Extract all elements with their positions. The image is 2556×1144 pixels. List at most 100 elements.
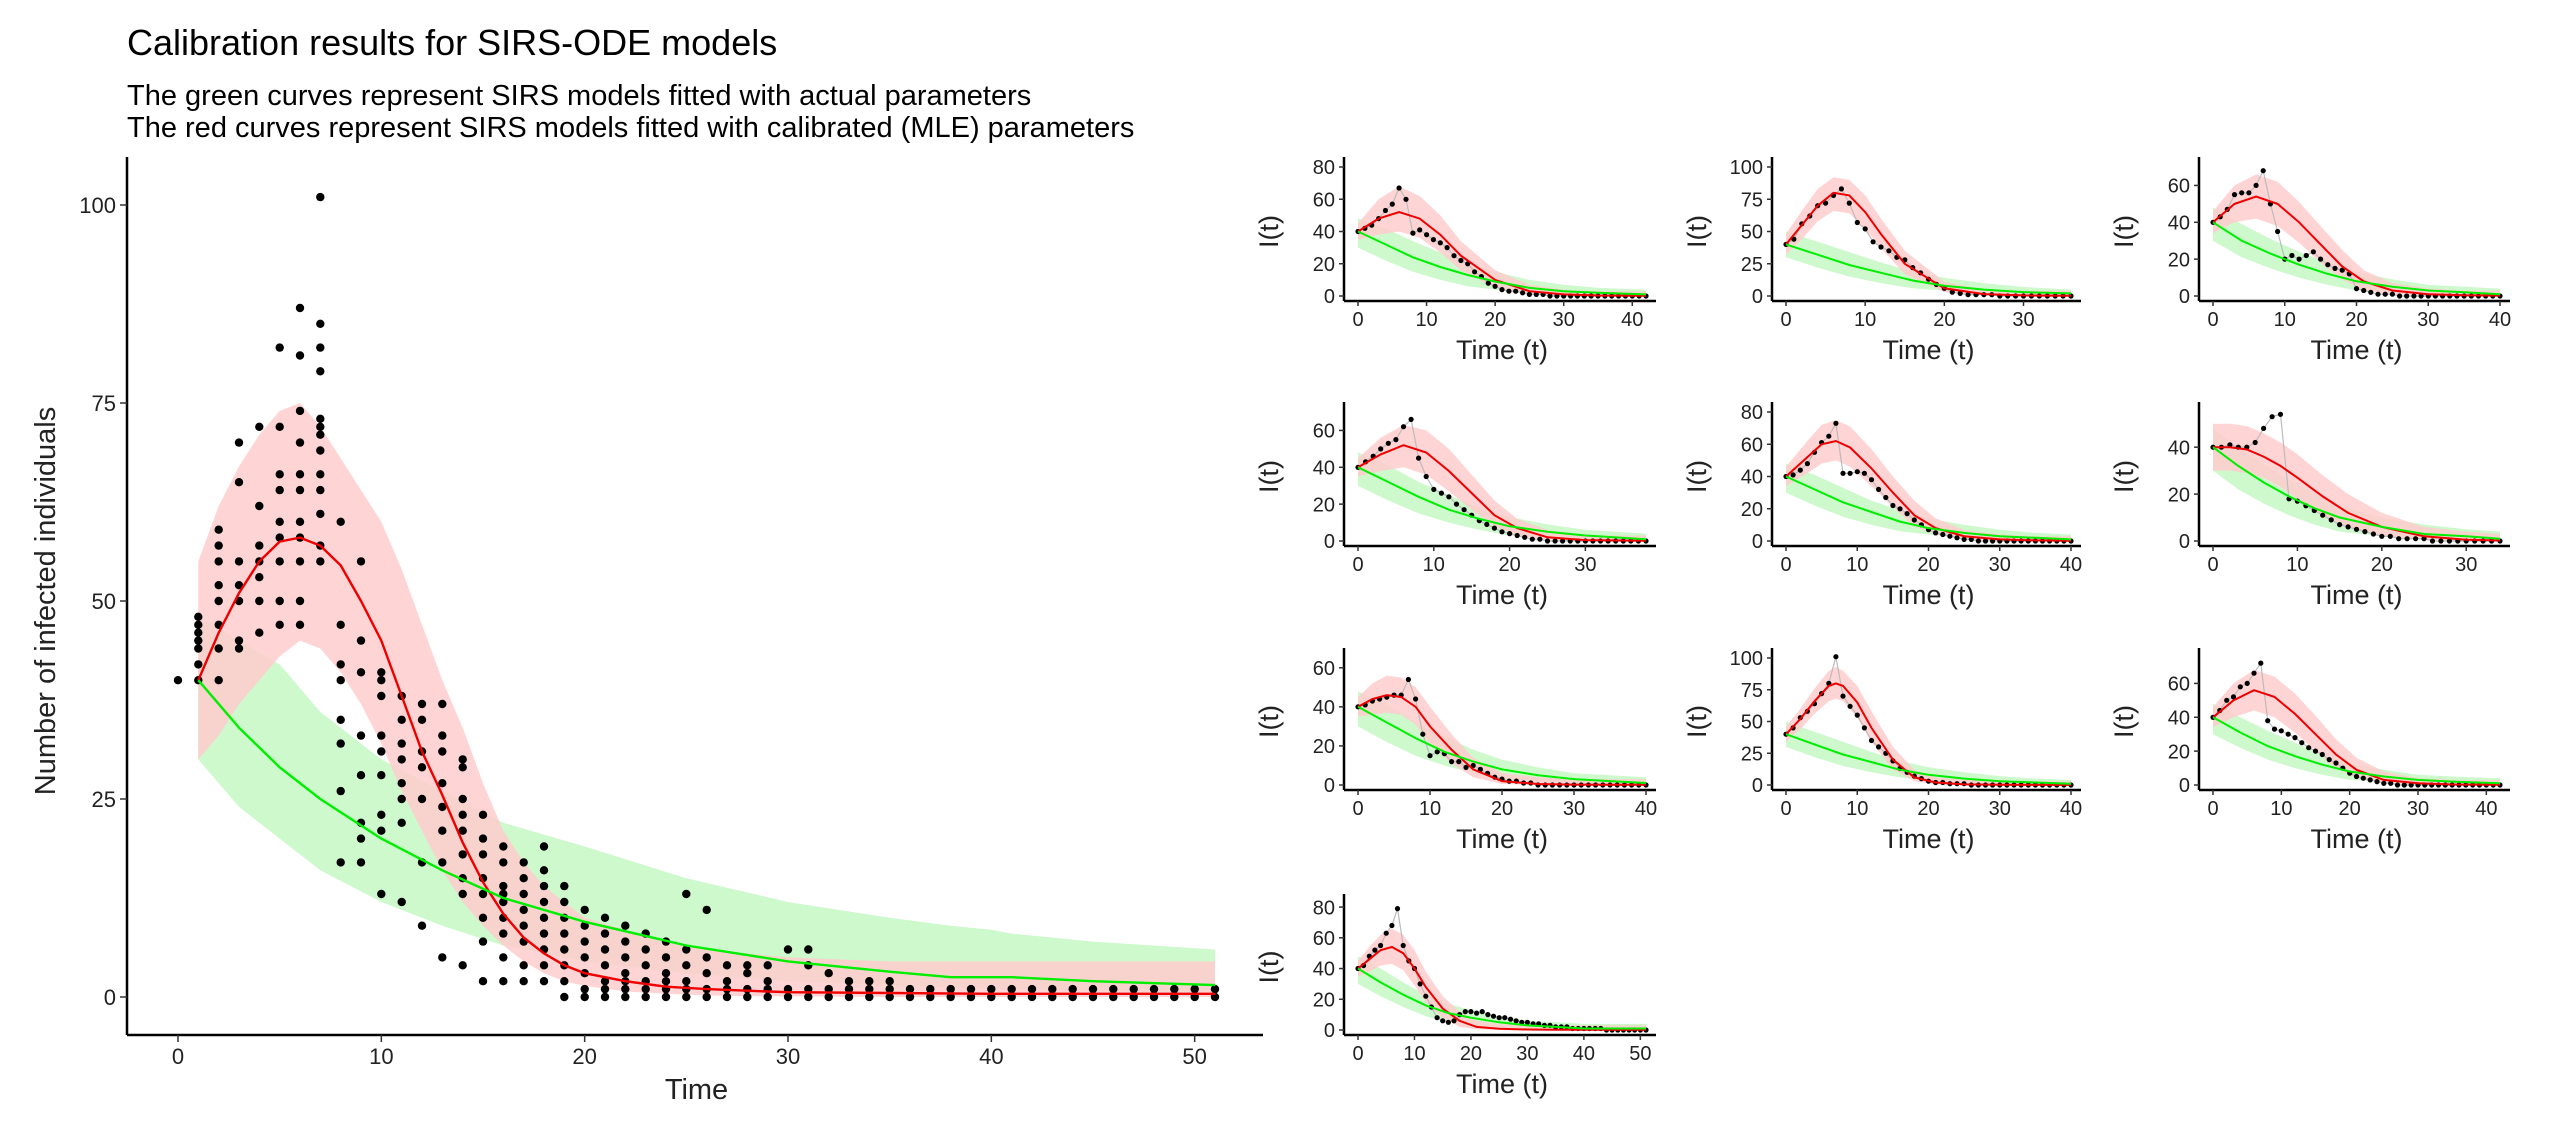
observed-point	[946, 984, 955, 994]
x-tick-label: 30	[1563, 798, 1585, 820]
x-tick-label: 30	[1516, 1043, 1538, 1065]
observed-point	[438, 802, 447, 812]
observed-point	[519, 977, 528, 986]
small-panel-1: 0 10 20 30 40 0 20 40 60 80 Time (t) I(t)	[1254, 157, 1656, 365]
observed-point	[1472, 269, 1478, 275]
observed-point	[2446, 538, 2452, 544]
observed-point	[194, 660, 203, 669]
observed-point	[1490, 1013, 1497, 1019]
calibrated-confidence-band	[1358, 424, 1646, 541]
actual-curve	[1357, 466, 1647, 541]
calibrated-curve	[1357, 444, 1647, 542]
observed-point	[1507, 1016, 1514, 1022]
calibrated-curve	[2212, 195, 2501, 297]
y-axis-title: I(t)	[1682, 460, 1712, 493]
observed-point	[1463, 764, 1469, 771]
observed-point	[255, 573, 264, 582]
observed-point	[1499, 287, 1505, 293]
observed-point	[316, 446, 325, 455]
observed-point	[621, 984, 630, 994]
observed-point	[1492, 283, 1498, 289]
observed-point	[336, 715, 345, 724]
y-tick-label: 40	[2168, 437, 2190, 459]
observed-point	[844, 984, 854, 994]
observed-point	[926, 984, 935, 994]
observed-point	[275, 620, 284, 629]
observed-point	[377, 826, 386, 835]
observed-point	[2253, 182, 2259, 188]
calibrated-curve	[1357, 694, 1646, 786]
observed-point	[2303, 252, 2309, 259]
observed-point	[499, 881, 508, 891]
observed-point	[865, 992, 874, 1002]
observed-point	[885, 984, 894, 994]
observed-point	[2224, 697, 2230, 703]
observed-point	[255, 541, 264, 550]
observed-point	[2231, 192, 2238, 198]
observed-point	[1897, 506, 1903, 512]
y-axis-title: I(t)	[1254, 951, 1284, 984]
observed-point	[234, 438, 244, 447]
observed-point	[316, 343, 325, 352]
observed-point	[275, 557, 284, 566]
observed-point	[2375, 291, 2381, 297]
observed-point	[458, 850, 467, 859]
x-tick-label: 20	[2371, 554, 2393, 576]
observed-point	[2418, 293, 2424, 299]
calibrated-confidence-band	[198, 403, 1216, 997]
observed-point	[824, 992, 833, 1002]
observed-point	[1378, 446, 1384, 452]
x-tick-label: 20	[1498, 554, 1520, 576]
observed-point	[1552, 538, 1558, 544]
axes: 0 10 20 30 0 20 40 60 Time (t) I(t)	[1254, 402, 1656, 610]
observed-point	[1833, 420, 1839, 426]
observed-point	[682, 977, 691, 986]
observed-point	[295, 485, 305, 495]
x-tick-label: 30	[1989, 798, 2011, 820]
y-tick-label: 40	[1313, 959, 1335, 981]
observed-point	[1502, 1015, 1508, 1021]
observed-point	[1854, 712, 1860, 718]
observed-point	[621, 937, 630, 946]
y-axis-title: Number of infected individuals	[30, 407, 62, 795]
observed-point	[661, 953, 671, 962]
y-tick-label: 25	[1741, 743, 1763, 765]
observed-point	[377, 889, 386, 899]
observed-point	[1947, 533, 1953, 539]
x-tick-label: 40	[1621, 309, 1643, 331]
observed-point	[377, 810, 386, 819]
observed-point	[1451, 253, 1457, 259]
observed-point	[1876, 744, 1882, 750]
x-tick-label: 10	[1403, 1043, 1425, 1065]
observed-point	[255, 628, 264, 637]
observed-point	[1833, 654, 1839, 660]
observed-point	[438, 731, 447, 740]
observed-point	[1210, 984, 1220, 994]
observed-point	[1933, 530, 1939, 536]
x-axis-title: Time (t)	[1883, 335, 1975, 365]
observed-point	[458, 763, 467, 772]
x-axis-title: Time (t)	[1456, 824, 1548, 854]
observed-point	[1129, 984, 1138, 994]
observed-point	[1440, 1018, 1446, 1024]
observed-point	[1878, 244, 1884, 250]
observed-point	[295, 303, 305, 313]
x-tick-label: 30	[2455, 554, 2477, 576]
observed-point	[1424, 232, 1430, 238]
observed-point	[234, 644, 244, 653]
observed-point	[2381, 780, 2387, 786]
y-tick-label: 20	[2168, 741, 2190, 763]
observed-line	[1357, 908, 1646, 1031]
axes: 0 10 20 30 40 0 20 40 60 Time (t) I(t)	[2109, 157, 2511, 365]
observed-point	[194, 636, 203, 645]
observed-point	[2382, 291, 2388, 297]
observed-point	[2328, 517, 2334, 523]
x-tick-label: 40	[2489, 309, 2511, 331]
observed-point	[2320, 512, 2326, 518]
observed-point	[560, 945, 569, 954]
observed-point	[316, 430, 325, 439]
observed-point	[1826, 433, 1832, 439]
observed-point	[2360, 775, 2366, 781]
observed-point	[2252, 439, 2258, 446]
observed-point	[783, 945, 793, 954]
